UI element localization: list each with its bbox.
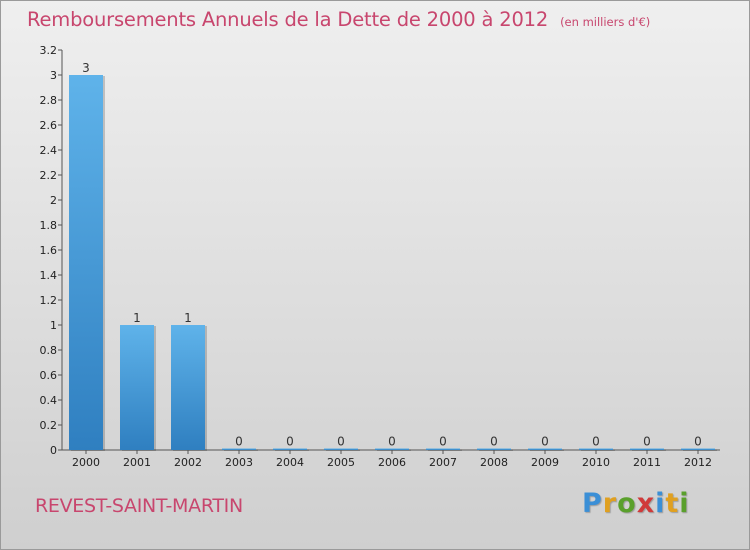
bar-shadow — [428, 449, 462, 451]
logo-letter: x — [636, 488, 656, 519]
x-tick-label: 2001 — [123, 456, 151, 469]
data-label: 0 — [337, 435, 345, 449]
data-label: 0 — [541, 435, 549, 449]
data-label: 0 — [388, 435, 396, 449]
x-tick-label: 2002 — [174, 456, 202, 469]
data-label: 0 — [694, 435, 702, 449]
data-label: 0 — [490, 435, 498, 449]
chart-title: Remboursements Annuels de la Dette de 20… — [27, 8, 650, 31]
y-tick-label: 2.8 — [40, 94, 58, 107]
data-label: 0 — [286, 435, 294, 449]
bar-shadow — [581, 449, 615, 451]
y-tick-label: 0.4 — [40, 394, 58, 407]
bar-shadow — [326, 449, 360, 451]
place-name: REVEST-SAINT-MARTIN — [35, 495, 243, 517]
x-tick-label: 2007 — [429, 456, 457, 469]
bar — [426, 448, 460, 450]
bar-shadow — [377, 449, 411, 451]
bar — [477, 448, 511, 450]
logo-letter: r — [602, 488, 618, 519]
y-tick-label: 3.2 — [40, 44, 58, 57]
bar — [69, 75, 103, 450]
x-tick-label: 2012 — [684, 456, 712, 469]
data-label: 0 — [439, 435, 447, 449]
y-tick-label: 2.2 — [40, 169, 58, 182]
y-tick-label: 2 — [50, 194, 57, 207]
bar — [528, 448, 562, 450]
data-label: 1 — [184, 311, 192, 325]
data-label: 0 — [643, 435, 651, 449]
x-tick-label: 2003 — [225, 456, 253, 469]
bar-shadow — [479, 449, 513, 451]
x-tick-label: 2000 — [72, 456, 100, 469]
y-tick-label: 1.2 — [40, 294, 58, 307]
unit-label: (en milliers d'€) — [560, 15, 651, 29]
bar — [222, 448, 256, 450]
bar-shadow — [275, 449, 309, 451]
x-tick-label: 2004 — [276, 456, 304, 469]
bar — [681, 448, 715, 450]
bar-shadow — [530, 449, 564, 451]
y-tick-label: 0 — [50, 444, 57, 457]
title-text: Remboursements Annuels de la Dette de 20… — [27, 8, 549, 31]
y-tick-label: 1.8 — [40, 219, 58, 232]
data-label: 1 — [133, 311, 141, 325]
bar-shadow — [224, 449, 258, 451]
data-label: 0 — [235, 435, 243, 449]
x-tick-label: 2006 — [378, 456, 406, 469]
bar-shadow — [632, 449, 666, 451]
data-label: 3 — [82, 61, 90, 75]
y-tick-label: 2.6 — [40, 119, 58, 132]
bar — [324, 448, 358, 450]
y-tick-label: 1.4 — [40, 269, 58, 282]
bar — [120, 325, 154, 450]
x-tick-label: 2010 — [582, 456, 610, 469]
logo-letter: P — [582, 488, 603, 519]
y-tick-label: 0.8 — [40, 344, 58, 357]
x-tick-label: 2005 — [327, 456, 355, 469]
proxiti-logo: Proxiti — [582, 488, 690, 519]
bar-shadow — [683, 449, 717, 451]
x-tick-label: 2009 — [531, 456, 559, 469]
data-label: 0 — [592, 435, 600, 449]
y-tick-label: 2.4 — [40, 144, 58, 157]
bar — [273, 448, 307, 450]
logo-letter: t — [665, 488, 680, 519]
logo-letter: i — [655, 488, 666, 519]
logo-letter: i — [679, 488, 690, 519]
y-tick-label: 1.6 — [40, 244, 58, 257]
logo-letter: o — [617, 488, 637, 519]
x-tick-label: 2011 — [633, 456, 661, 469]
bar — [579, 448, 613, 450]
y-tick-label: 0.2 — [40, 419, 58, 432]
y-tick-label: 3 — [50, 69, 57, 82]
bar — [171, 325, 205, 450]
bar — [375, 448, 409, 450]
x-tick-label: 2008 — [480, 456, 508, 469]
bar — [630, 448, 664, 450]
y-tick-label: 1 — [50, 319, 57, 332]
y-tick-label: 0.6 — [40, 369, 58, 382]
